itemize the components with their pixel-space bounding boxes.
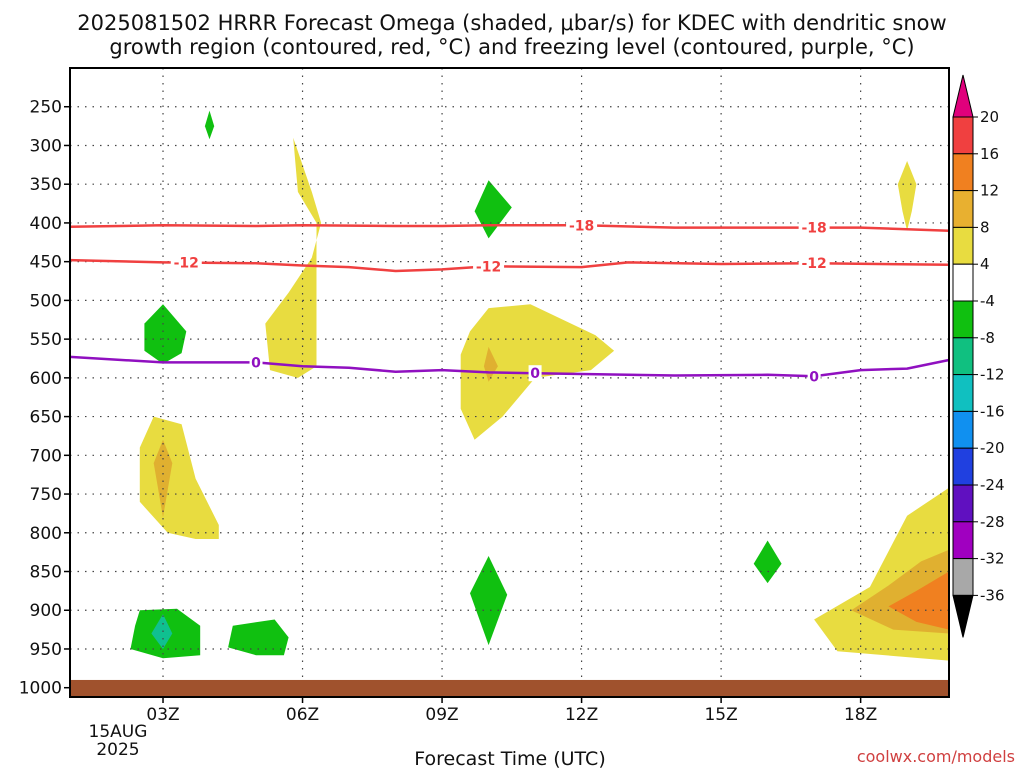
- colorbar-label: -24: [980, 476, 1005, 494]
- chart-title-line1: 2025081502 HRRR Forecast Omega (shaded, …: [77, 11, 946, 35]
- x-tick-label: 06Z: [286, 705, 319, 725]
- omega-region-weak_rise: [265, 137, 322, 378]
- y-tick-label: 650: [30, 408, 62, 428]
- y-tick-label: 800: [30, 524, 62, 544]
- colorbar-label: 12: [980, 182, 999, 200]
- colorbar: 20 16 12 8 4 -4 -8 -12 -16 -20 -24 -28 -32 -36: [952, 74, 1005, 638]
- colorbar-segment: [952, 153, 974, 192]
- contour-label: 0: [530, 366, 540, 382]
- plot-border: [69, 67, 950, 698]
- colorbar-label: -36: [980, 586, 1005, 604]
- x-tick-label: 03Z: [146, 705, 179, 725]
- colorbar-segment: [952, 410, 974, 449]
- y-tick-label: 250: [30, 98, 62, 118]
- contour-label: 0: [251, 355, 261, 371]
- colorbar-label: 4: [980, 255, 990, 273]
- colorbar-segment: [952, 447, 974, 486]
- x-tick-label: 12Z: [565, 705, 598, 725]
- contour-label-bg: [170, 254, 202, 271]
- colorbar-segment: [952, 300, 974, 339]
- x-date-line2: 2025: [96, 740, 139, 760]
- omega-region-weak_sink: [204, 110, 215, 140]
- contour-label: 0: [809, 369, 819, 385]
- contour-label: -18: [801, 221, 826, 237]
- x-tick-label: 09Z: [425, 705, 458, 725]
- x-tick-label: 18Z: [844, 705, 877, 725]
- chart-title-line2: growth region (contoured, red, °C) and f…: [109, 35, 914, 59]
- x-axis-ticks: 03Z 06Z 09Z 12Z 15Z 18Z: [146, 697, 877, 725]
- colorbar-segment: [952, 263, 974, 302]
- colorbar-label: -16: [980, 402, 1005, 420]
- colorbar-label: 16: [980, 145, 999, 163]
- contour-label: -12: [174, 256, 199, 272]
- colorbar-label: -4: [980, 292, 995, 310]
- y-tick-label: 750: [30, 485, 62, 505]
- contour-label-bg: [566, 217, 598, 234]
- x-tick-label: 15Z: [704, 705, 737, 725]
- contour-line: [69, 355, 950, 378]
- contour-label-bg: [528, 365, 542, 382]
- omega-region-weak_rise: [897, 161, 917, 231]
- colorbar-segment: [952, 558, 974, 596]
- y-tick-label: 700: [30, 446, 62, 466]
- y-tick-label: 550: [30, 330, 62, 350]
- x-date-line1: 15AUG: [89, 722, 148, 742]
- y-tick-label: 850: [30, 563, 62, 583]
- colorbar-segment: [952, 226, 974, 265]
- omega-region-moderate_rise: [153, 439, 173, 518]
- colorbar-segment: [952, 337, 974, 376]
- omega-region-weak_sink: [474, 180, 512, 239]
- colorbar-label: 8: [980, 218, 990, 236]
- omega-region-weak_sink: [144, 304, 187, 364]
- y-tick-label: 950: [30, 640, 62, 660]
- omega-region-strong_rise: [888, 571, 949, 630]
- colorbar-label: -12: [980, 366, 1005, 384]
- ground-fill: [70, 679, 949, 697]
- colorbar-bottom-arrow: [952, 594, 974, 638]
- contour-label-bg: [807, 368, 821, 385]
- contour-line: [69, 224, 950, 232]
- omega-region-weak_sink: [753, 540, 782, 584]
- omega-shading: [130, 110, 949, 661]
- omega-region-weak_rise: [139, 416, 219, 539]
- y-tick-label: 300: [30, 136, 62, 156]
- contour-label: -12: [801, 256, 826, 272]
- colorbar-label: -8: [980, 329, 995, 347]
- temperature-contours: -18 -18 -12 -12 -12 0 0 0: [69, 217, 950, 385]
- colorbar-segment: [952, 374, 974, 412]
- y-tick-label: 350: [30, 175, 62, 195]
- contour-label-bg: [473, 258, 505, 275]
- colorbar-label: -28: [980, 513, 1005, 531]
- contour-label-bg: [798, 255, 830, 272]
- y-tick-label: 450: [30, 253, 62, 273]
- omega-region-moderate_sink: [151, 614, 173, 649]
- y-tick-label: 900: [30, 601, 62, 621]
- colorbar-label: -20: [980, 439, 1005, 457]
- contour-label-bg: [798, 219, 830, 236]
- y-tick-label: 1000: [19, 679, 62, 699]
- x-axis-label: Forecast Time (UTC): [414, 748, 605, 768]
- y-tick-label: 400: [30, 214, 62, 234]
- colorbar-segment: [952, 484, 974, 523]
- colorbar-segment: [952, 116, 974, 155]
- colorbar-label: -32: [980, 550, 1005, 568]
- colorbar-segment: [952, 521, 974, 560]
- colorbar-top-arrow: [952, 74, 974, 118]
- colorbar-segment: [952, 190, 974, 228]
- y-axis-ticks: 250 300 350 400 450 500 550 600 650 700 750 800 850 9…: [19, 98, 70, 699]
- contour-label: -12: [476, 259, 501, 275]
- y-tick-label: 500: [30, 291, 62, 311]
- omega-region-weak_sink: [228, 619, 289, 656]
- contour-label: -18: [569, 218, 594, 234]
- contour-label-bg: [249, 354, 263, 371]
- contour-line: [69, 258, 950, 273]
- ground-layer: [70, 679, 949, 697]
- omega-region-weak_sink: [470, 556, 508, 646]
- colorbar-label: 20: [980, 108, 999, 126]
- y-tick-label: 600: [30, 369, 62, 389]
- credit-link[interactable]: coolwx.com/models: [857, 747, 1015, 766]
